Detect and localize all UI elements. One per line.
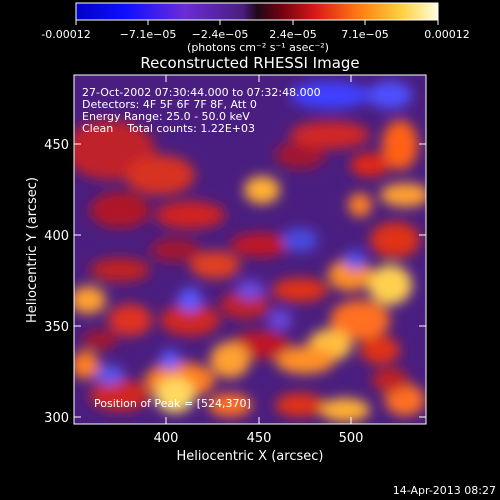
map-blob xyxy=(90,192,150,228)
map-blob xyxy=(275,393,325,417)
annotation-detectors: Detectors: 4F 5F 6F 7F 8F, Att 0 xyxy=(82,98,257,111)
x-tick-label: 500 xyxy=(339,431,364,446)
map-blob xyxy=(160,304,220,336)
map-blob xyxy=(244,176,280,204)
peak-position-label: Position of Peak = [524,370] xyxy=(94,397,251,410)
image-title: Reconstructed RHESSI Image xyxy=(140,54,359,72)
map-blob xyxy=(275,346,335,374)
annotation-time-range: 27-Oct-2002 07:30:44.000 to 07:32:48.000 xyxy=(82,86,321,99)
map-blob xyxy=(290,121,370,149)
colorbar-tick-label: −7.1e−05 xyxy=(120,28,177,41)
map-blob xyxy=(160,350,180,370)
x-axis-label: Heliocentric X (arcsec) xyxy=(177,449,324,464)
map-blob xyxy=(108,304,152,336)
colorbar-tick-label: −2.4e−05 xyxy=(192,28,249,41)
map-blob xyxy=(268,310,292,330)
footer-timestamp: 14-Apr-2013 08:27 xyxy=(393,484,496,497)
map-blob xyxy=(150,238,200,262)
map-blob xyxy=(345,250,365,270)
colorbar-tick-label: -0.00012 xyxy=(41,28,90,41)
map-blob xyxy=(96,365,124,385)
map-blob xyxy=(382,120,418,170)
map-blob xyxy=(360,336,400,364)
map-blob xyxy=(74,351,99,379)
colorbar-units: (photons cm⁻² s⁻¹ asec⁻²) xyxy=(187,41,329,54)
map-blob xyxy=(74,286,106,314)
map-blob xyxy=(82,330,118,350)
map-blob xyxy=(155,377,195,413)
map-blob xyxy=(350,153,390,177)
map-blob xyxy=(125,155,195,195)
map-blob xyxy=(370,222,420,258)
x-tick-label: 400 xyxy=(154,431,179,446)
map-blob xyxy=(210,342,250,378)
map-blob xyxy=(190,251,240,279)
map-blob xyxy=(236,280,264,300)
map-blob xyxy=(272,278,328,302)
map-blob xyxy=(385,384,425,416)
annotation-energy-range: Energy Range: 25.0 - 50.0 keV xyxy=(82,110,250,123)
y-tick-label: 450 xyxy=(44,138,69,153)
map-blob xyxy=(372,368,408,392)
map-blob xyxy=(90,379,150,411)
map-blob xyxy=(368,81,412,109)
map-blob xyxy=(282,228,318,252)
y-tick-label: 350 xyxy=(44,320,69,335)
map-blob xyxy=(155,201,225,229)
map-blob xyxy=(208,393,252,417)
colorbar-tick-label: 2.4e−05 xyxy=(269,28,316,41)
y-tick-label: 300 xyxy=(44,411,69,426)
axis-ticks xyxy=(74,75,426,424)
map-blob xyxy=(275,141,325,169)
map-blob xyxy=(90,258,150,282)
map-blob xyxy=(230,233,290,257)
y-tick-label: 400 xyxy=(44,229,69,244)
map-blob xyxy=(380,183,426,207)
map-blob xyxy=(348,193,372,217)
x-tick-label: 450 xyxy=(247,431,272,446)
rhessi-map xyxy=(74,75,426,424)
colorbar-tick-label: 0.00012 xyxy=(424,28,470,41)
plot-frame xyxy=(73,74,427,425)
map-blob xyxy=(330,300,390,340)
colorbar: -0.00012 −7.1e−05 −2.4e−05 2.4e−05 7.1e−… xyxy=(41,2,470,54)
map-blob xyxy=(290,81,370,109)
map-blob xyxy=(320,398,370,422)
annotation-block: 27-Oct-2002 07:30:44.000 to 07:32:48.000… xyxy=(82,86,321,135)
map-blob xyxy=(178,288,202,312)
colorbar-tick-label: 7.1e−05 xyxy=(341,28,388,41)
y-axis-label: Heliocentric Y (arcsec) xyxy=(25,177,40,323)
map-blob xyxy=(368,265,412,305)
annotation-clean-counts: Clean Total counts: 1.22E+03 xyxy=(82,122,255,135)
